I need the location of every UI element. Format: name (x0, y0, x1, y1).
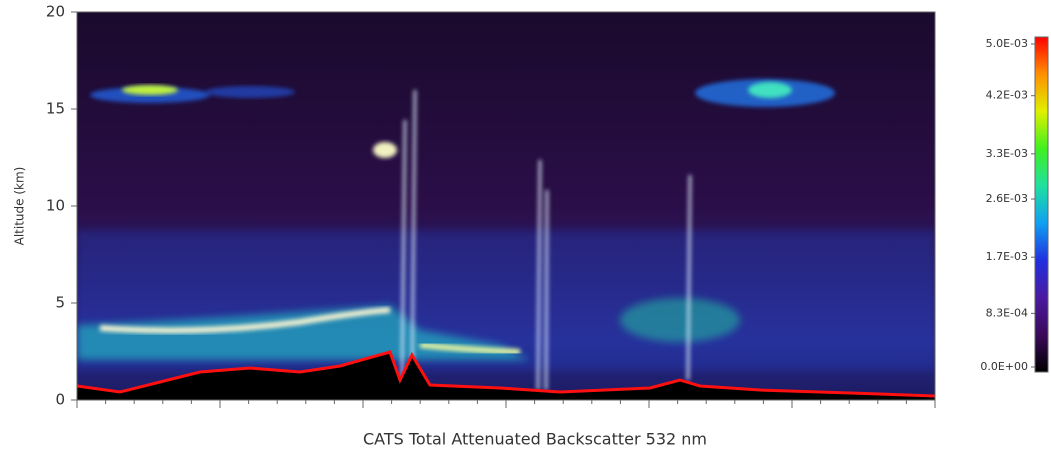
colorbar-tick-label: 2.6E-03 (986, 192, 1028, 205)
colorbar-tick-label: 1.7E-03 (986, 250, 1028, 263)
colorbar-tick-label: 8.3E-04 (986, 306, 1028, 319)
colorbar-tick-label: 3.3E-03 (986, 147, 1028, 160)
y-tick-label: 10 (46, 197, 65, 215)
y-axis-label: Altitude (km) (13, 167, 27, 246)
x-axis-ticks (76, 400, 936, 408)
y-tick-label: 20 (46, 3, 65, 21)
backscatter-image (77, 12, 935, 400)
y-tick-label: 5 (55, 294, 65, 312)
chart-title: CATS Total Attenuated Backscatter 532 nm (363, 430, 707, 449)
y-tick-label: 15 (46, 100, 65, 118)
colorbar (1034, 36, 1049, 373)
colorbar-tick-label: 4.2E-03 (986, 89, 1028, 102)
colorbar-tick-label: 0.0E+00 (980, 360, 1028, 373)
y-tick-label: 0 (55, 391, 65, 409)
colorbar-tick-label: 5.0E-03 (986, 37, 1028, 50)
